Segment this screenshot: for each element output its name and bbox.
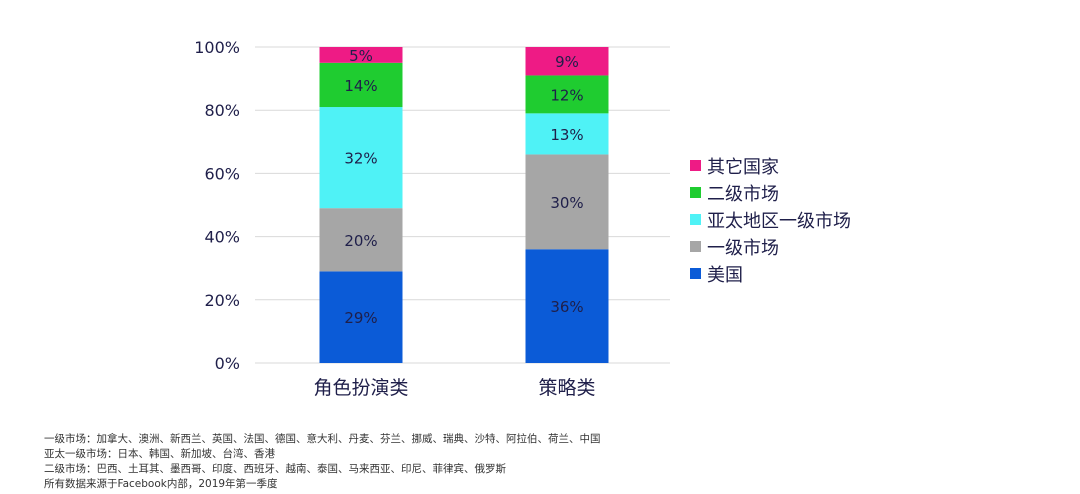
bar-segment bbox=[525, 113, 609, 155]
legend-label: 美国 bbox=[707, 264, 743, 286]
bar-segment bbox=[319, 271, 403, 363]
legend-label: 亚太地区一级市场 bbox=[707, 210, 851, 232]
data-label: 5% bbox=[349, 47, 373, 65]
data-label: 36% bbox=[550, 298, 583, 316]
legend-swatch bbox=[690, 214, 701, 225]
bar-segment bbox=[319, 62, 403, 108]
y-tick-label: 60% bbox=[204, 164, 240, 183]
note-data-source: 所有数据来源于Facebook内部，2019年第一季度 bbox=[44, 478, 278, 490]
legend-item: 其它国家 bbox=[690, 152, 851, 179]
data-label: 32% bbox=[344, 150, 377, 168]
legend-item: 亚太地区一级市场 bbox=[690, 206, 851, 233]
data-label: 20% bbox=[344, 232, 377, 250]
footnotes: 一级市场：加拿大、澳洲、新西兰、英国、法国、德国、意大利、丹麦、芬兰、挪威、瑞典… bbox=[44, 432, 601, 492]
bar-segment bbox=[525, 154, 609, 250]
bar-segment bbox=[525, 47, 609, 76]
note-tier1-markets: 一级市场：加拿大、澳洲、新西兰、英国、法国、德国、意大利、丹麦、芬兰、挪威、瑞典… bbox=[44, 433, 601, 445]
category-label: 策略类 bbox=[538, 377, 595, 399]
y-tick-label: 0% bbox=[215, 354, 240, 373]
legend-swatch bbox=[690, 268, 701, 279]
y-tick-label: 40% bbox=[204, 228, 240, 247]
legend-swatch bbox=[690, 160, 701, 171]
legend-label: 一级市场 bbox=[707, 237, 779, 259]
y-tick-label: 20% bbox=[204, 291, 240, 310]
bar-segment bbox=[525, 249, 609, 363]
note-tier2-markets: 二级市场：巴西、土耳其、墨西哥、印度、西班牙、越南、泰国、马来西亚、印尼、菲律宾… bbox=[44, 463, 506, 475]
legend-label: 二级市场 bbox=[707, 183, 779, 205]
bar-segment bbox=[319, 47, 403, 63]
data-label: 13% bbox=[550, 126, 583, 144]
data-label: 30% bbox=[550, 194, 583, 212]
data-label: 29% bbox=[344, 309, 377, 327]
bar-segment bbox=[319, 208, 403, 272]
legend-label: 其它国家 bbox=[707, 156, 779, 178]
bar-segment bbox=[319, 107, 403, 209]
legend-item: 一级市场 bbox=[690, 233, 851, 260]
bar-segment bbox=[525, 75, 609, 114]
note-apac-tier1-markets: 亚太一级市场：日本、韩国、新加坡、台湾、香港 bbox=[44, 448, 275, 460]
data-label: 12% bbox=[550, 86, 583, 104]
legend-swatch bbox=[690, 241, 701, 252]
category-label: 角色扮演类 bbox=[313, 377, 408, 399]
data-label: 14% bbox=[344, 77, 377, 95]
legend: 其它国家二级市场亚太地区一级市场 一级市场美国 bbox=[690, 152, 851, 287]
data-label: 9% bbox=[555, 53, 579, 71]
y-tick-label: 100% bbox=[194, 38, 240, 57]
legend-item: 二级市场 bbox=[690, 179, 851, 206]
y-tick-label: 80% bbox=[204, 101, 240, 120]
legend-swatch bbox=[690, 187, 701, 198]
legend-item: 美国 bbox=[690, 260, 851, 287]
